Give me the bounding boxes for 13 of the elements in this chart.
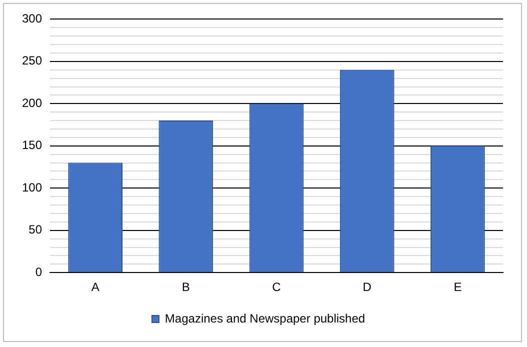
y-tick-label: 300 bbox=[22, 12, 42, 26]
x-tick-label: D bbox=[362, 280, 372, 294]
x-tick-label: A bbox=[91, 280, 100, 294]
x-tick-label: B bbox=[182, 280, 190, 294]
x-tick-label: E bbox=[454, 280, 462, 294]
x-tick-label: C bbox=[272, 280, 282, 294]
y-tick-label: 100 bbox=[22, 180, 42, 194]
y-tick-label: 250 bbox=[22, 54, 42, 68]
y-tick-label: 150 bbox=[22, 138, 42, 152]
y-tick-label: 200 bbox=[22, 96, 42, 110]
y-tick-label: 50 bbox=[28, 222, 42, 237]
legend-label: Magazines and Newspaper published bbox=[164, 311, 366, 326]
y-tick-label: 0 bbox=[35, 264, 42, 279]
